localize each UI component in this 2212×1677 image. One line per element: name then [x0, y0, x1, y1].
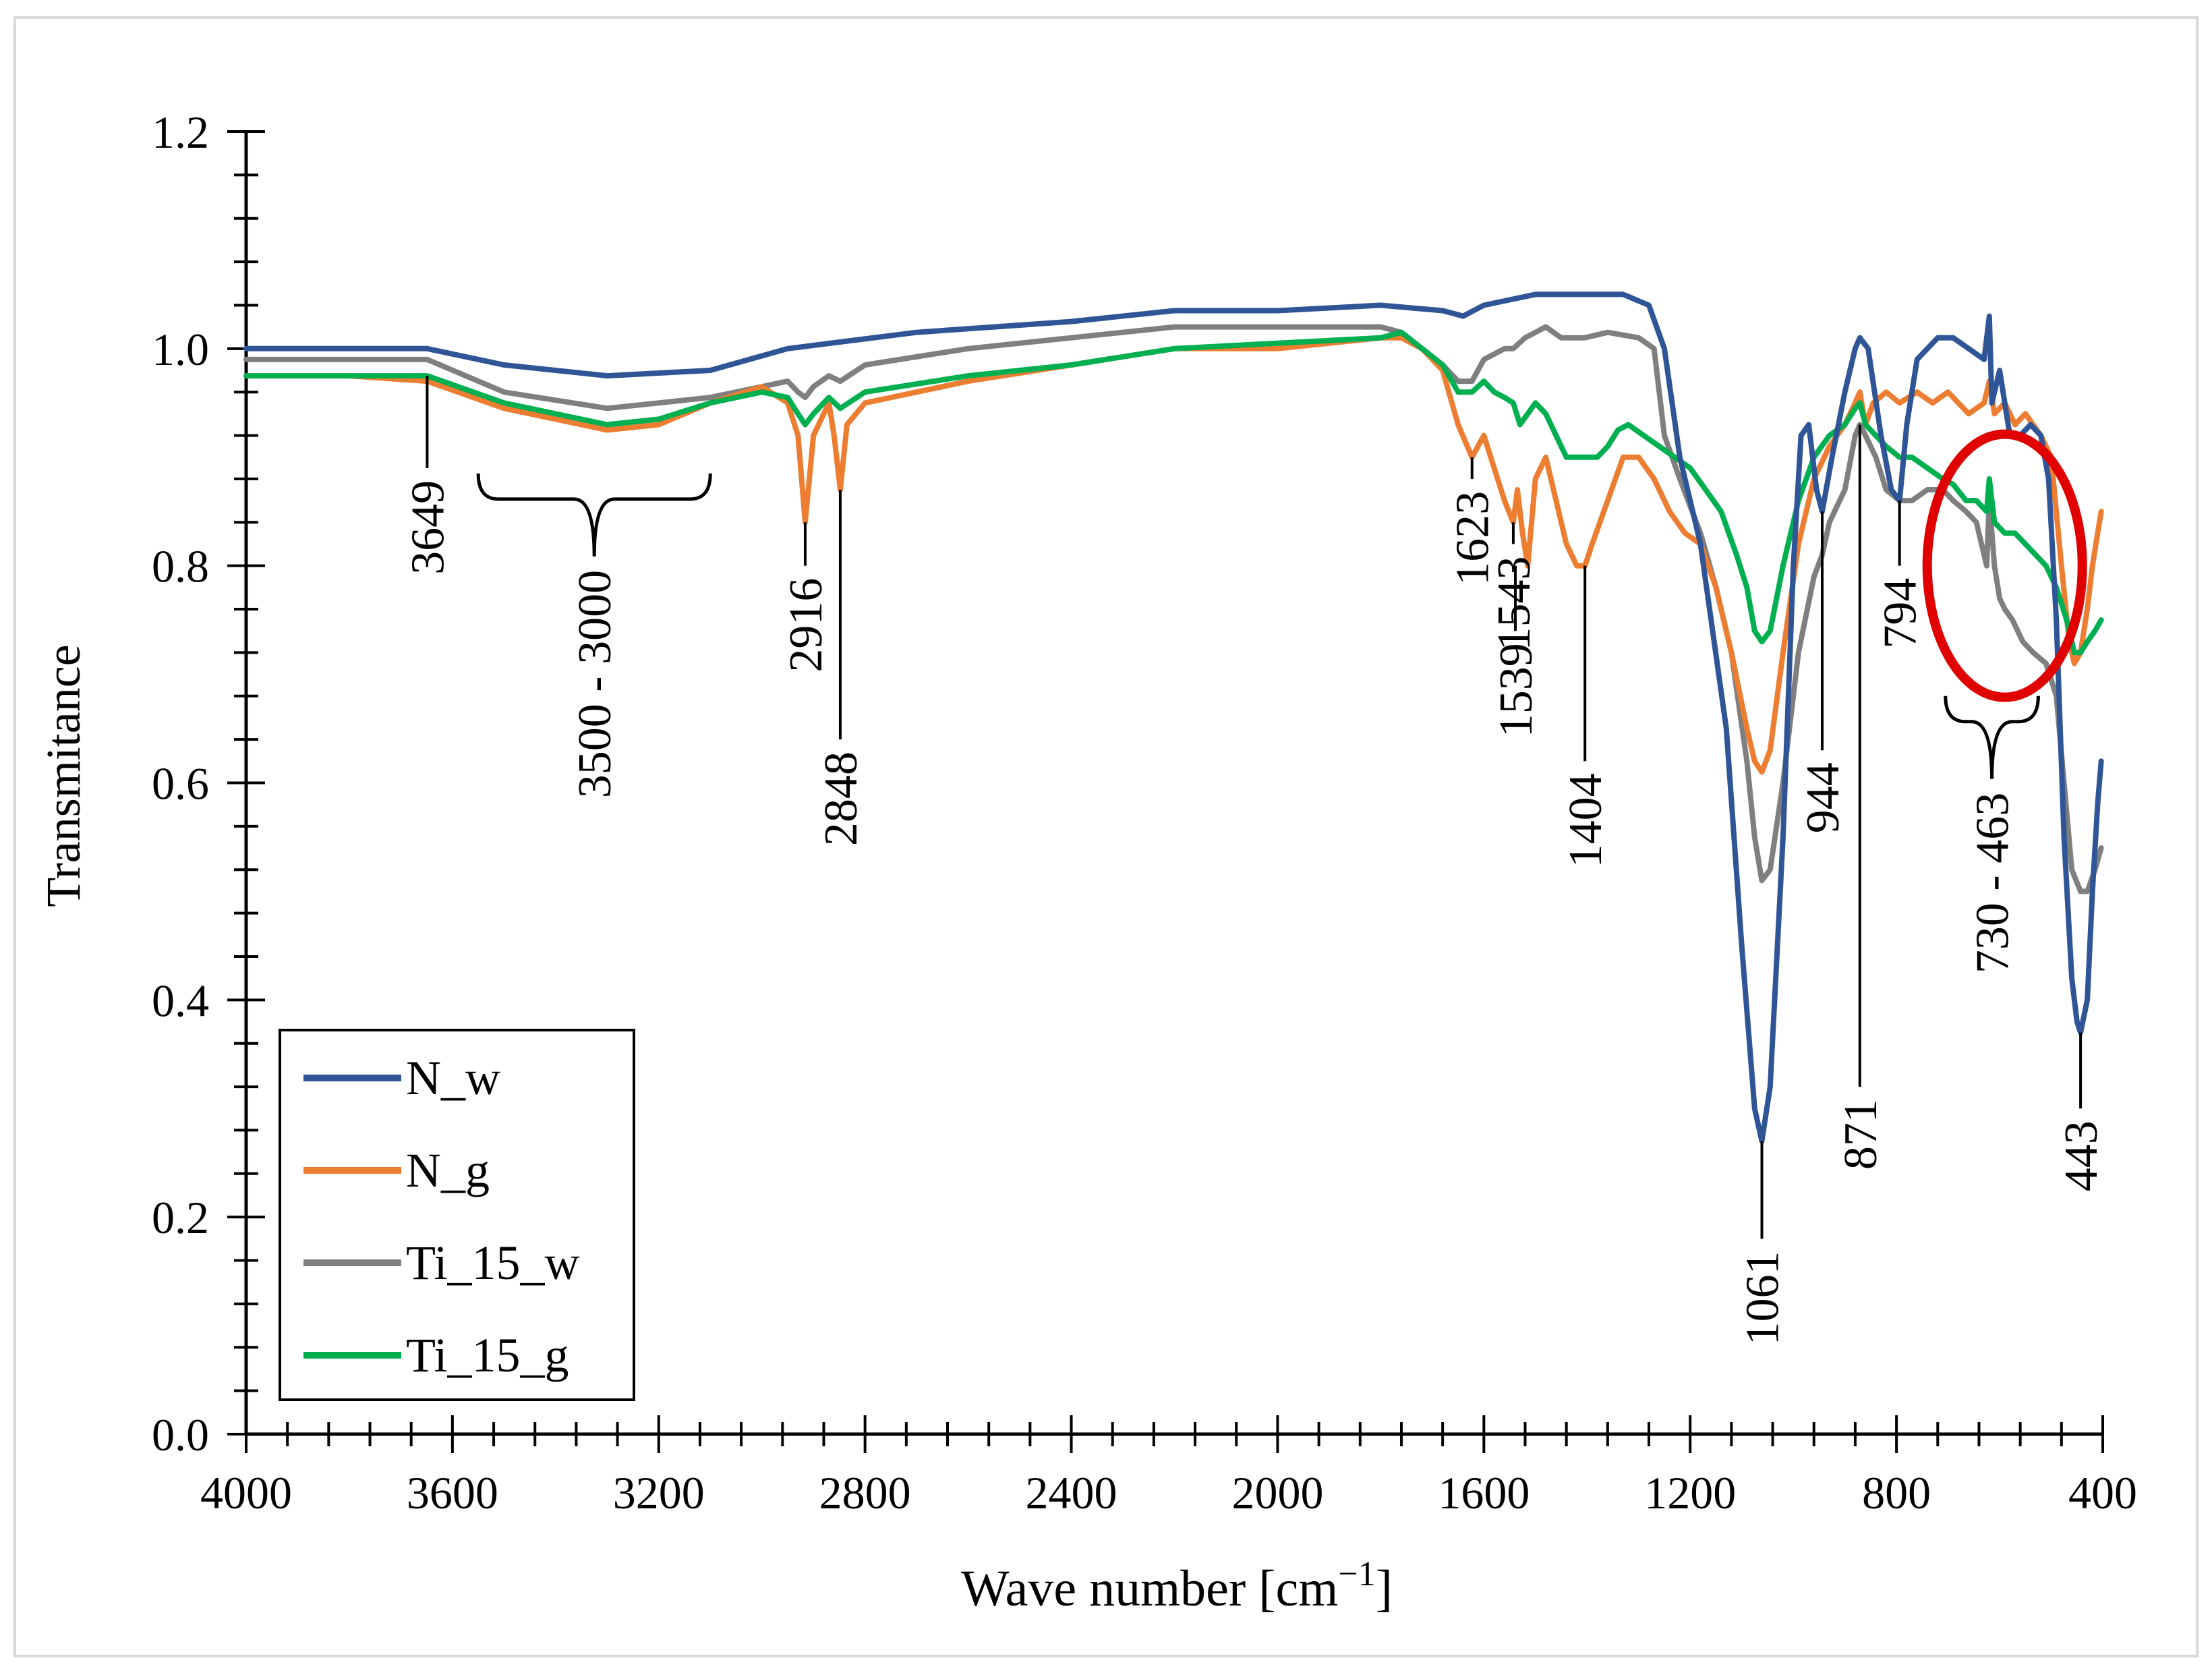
chart-border — [13, 16, 2199, 1657]
peak-label-443: 443 — [2056, 1120, 2107, 1191]
x-axis-label-text: Wave number [cm — [961, 1560, 1338, 1617]
axes: 0.0 0.2 0.4 0.6 0.8 1.0 1.2 4000 3600 3200 2800 240… — [152, 107, 2137, 1518]
legend-box — [279, 1029, 635, 1401]
series-line-n_w — [243, 291, 2104, 1144]
series-line-ti_15_g — [243, 329, 2104, 656]
x-tick-label: 3600 — [407, 1467, 498, 1518]
x-tick-label: 4000 — [200, 1467, 292, 1518]
peak-label-3649: 3649 — [402, 480, 454, 575]
x-tick-label: 2000 — [1231, 1467, 1323, 1518]
legend-label-n_g: N_g — [406, 1143, 490, 1197]
x-axis-label-close: ] — [1376, 1560, 1393, 1617]
legend-label-n_w: N_w — [406, 1051, 500, 1105]
y-tick-label: 0.0 — [152, 1409, 209, 1460]
y-tick-label: 0.6 — [152, 758, 209, 809]
y-tick-label: 1.2 — [152, 107, 209, 158]
peak-label-1404: 1404 — [1560, 773, 1612, 868]
peak-label-1623: 1623 — [1447, 491, 1499, 586]
peak-label-2916: 2916 — [780, 578, 832, 673]
x-tick-label: 800 — [1862, 1467, 1931, 1518]
x-axis-label-sup: −1 — [1338, 1555, 1375, 1593]
legend: N_w N_g Ti_15_w Ti_15_g — [279, 1029, 635, 1401]
x-axis-label: Wave number [cm−1] — [961, 1555, 1393, 1617]
peak-label-944: 944 — [1797, 762, 1849, 833]
y-tick-label: 1.0 — [152, 324, 209, 375]
peak-label-871: 871 — [1835, 1099, 1887, 1170]
peak-label-2848: 2848 — [815, 751, 867, 846]
legend-label-ti_15_g: Ti_15_g — [406, 1328, 569, 1382]
x-tick-label: 400 — [2068, 1467, 2137, 1518]
y-tick-label: 0.2 — [152, 1192, 209, 1243]
y-axis-label: Transmitance — [36, 644, 90, 907]
range-label: 3500 - 3000 — [569, 570, 621, 798]
peak-label-794: 794 — [1875, 578, 1927, 649]
legend-label-ti_15_w: Ti_15_w — [406, 1236, 579, 1290]
x-tick-label: 3200 — [613, 1467, 705, 1518]
annotation-layer: 3649291628481623154315391404106194487179… — [402, 376, 2107, 1345]
x-tick-label: 1600 — [1438, 1467, 1530, 1518]
peak-label-1061: 1061 — [1737, 1251, 1789, 1345]
x-tick-label: 2800 — [819, 1467, 911, 1518]
series-layer — [243, 291, 2104, 1144]
range-label: 730 - 463 — [1967, 793, 2019, 973]
highlight-ellipse — [1922, 429, 2087, 702]
y-tick-label: 0.4 — [152, 975, 209, 1026]
peak-label-1539: 1539 — [1490, 643, 1542, 737]
x-tick-label: 2400 — [1026, 1467, 1117, 1518]
x-tick-label: 1200 — [1644, 1467, 1736, 1518]
y-tick-label: 0.8 — [152, 541, 209, 592]
